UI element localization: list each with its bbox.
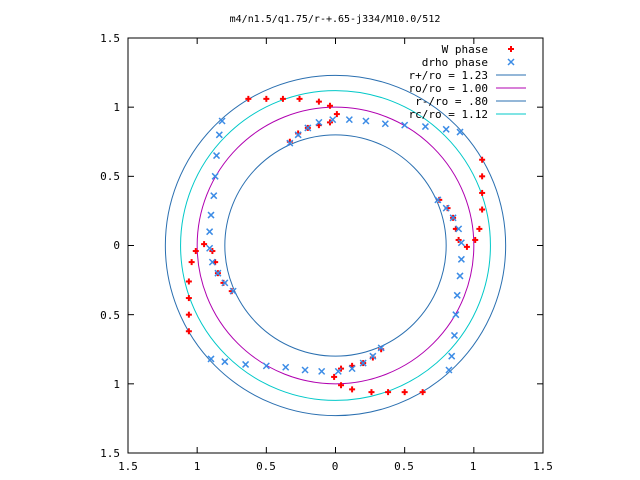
- drho-phase-point: [421, 123, 429, 131]
- drho-phase-point: [442, 204, 450, 212]
- drho-phase-point: [507, 58, 515, 66]
- drho-phase-point: [401, 121, 409, 129]
- y-tick-labels: 1.5 1 0.5 0 0.5 1 1.5: [100, 32, 120, 460]
- radius-circle: [196, 106, 475, 385]
- x-tick-label: 0.5: [256, 460, 276, 473]
- drho-phase-point: [315, 118, 323, 126]
- drho-phase-point: [262, 362, 270, 370]
- drho-phase-point: [221, 279, 229, 287]
- drho-phase-point: [449, 214, 457, 222]
- x-tick-label: 1: [470, 460, 477, 473]
- x-tick-label: 0: [332, 460, 339, 473]
- drho-phase-point: [369, 352, 377, 360]
- drho-phase-point: [286, 139, 294, 147]
- drho-phase-point: [455, 225, 463, 233]
- drho-phase-point: [442, 125, 450, 133]
- phase-markers: [185, 95, 486, 396]
- drho-phase-point: [381, 120, 389, 128]
- drho-phase-point: [208, 258, 216, 266]
- drho-phase-point: [318, 367, 326, 375]
- drho-phase-point: [207, 355, 215, 363]
- x-tick-label: 0.5: [394, 460, 414, 473]
- drho-phase-point: [453, 291, 461, 299]
- legend-label-r-plus: r+/ro = 1.23: [409, 69, 488, 82]
- drho-phase-point: [448, 352, 456, 360]
- drho-phase-point: [294, 131, 302, 139]
- legend: W phase drho phase r+/ro = 1.23 ro/ro = …: [409, 43, 526, 121]
- drho-phase-point: [452, 311, 460, 319]
- radius-circle: [224, 134, 447, 357]
- drho-phase-point: [457, 239, 465, 247]
- drho-phase-point: [213, 152, 221, 160]
- y-tick-label: 0.5: [100, 309, 120, 322]
- drho-phase-point: [301, 366, 309, 374]
- drho-phase-point: [304, 124, 312, 132]
- y-tick-label: 1.5: [100, 447, 120, 460]
- drho-phase-point: [214, 269, 222, 277]
- drho-phase-point: [450, 331, 458, 339]
- drho-phase-series: [206, 116, 465, 375]
- radius-circle: [164, 74, 507, 417]
- drho-phase-point: [215, 131, 223, 139]
- drho-phase-point: [377, 344, 385, 352]
- legend-label-rc: rc/ro = 1.12: [409, 108, 488, 121]
- drho-phase-point: [206, 228, 214, 236]
- x-tick-labels: 1.5 1 0.5 0 0.5 1 1.5: [118, 460, 553, 473]
- drho-phase-point: [362, 117, 370, 125]
- drho-phase-point: [434, 196, 442, 204]
- drho-phase-point: [334, 367, 342, 375]
- drho-phase-point: [445, 366, 453, 374]
- drho-phase-point: [456, 272, 464, 280]
- radius-circles: [164, 74, 507, 417]
- tick-marks: [127, 37, 544, 454]
- legend-label-ro: ro/ro = 1.00: [409, 82, 488, 95]
- legend-swatches: [496, 46, 526, 115]
- drho-phase-point: [221, 358, 229, 366]
- y-tick-label: 0: [113, 239, 120, 252]
- drho-phase-point: [348, 365, 356, 373]
- drho-phase-point: [211, 172, 219, 180]
- chart-title: m4/n1.5/q1.75/r-+.65-j334/M10.0/512: [230, 14, 441, 25]
- legend-label-r-minus: r-/ro = .80: [415, 95, 488, 108]
- drho-phase-point: [210, 192, 218, 200]
- legend-label-drho-phase: drho phase: [422, 56, 488, 69]
- drho-phase-point: [359, 359, 367, 367]
- drho-phase-point: [345, 116, 353, 124]
- drho-phase-point: [329, 116, 337, 124]
- x-tick-label: 1: [194, 460, 201, 473]
- drho-phase-point: [456, 128, 464, 136]
- drho-phase-point: [282, 363, 290, 371]
- y-tick-label: 1.5: [100, 32, 120, 45]
- y-tick-label: 1: [113, 101, 120, 114]
- x-tick-label: 1.5: [533, 460, 553, 473]
- w-phase-series: [185, 95, 486, 396]
- drho-phase-point: [242, 360, 250, 368]
- x-tick-label: 1.5: [118, 460, 138, 473]
- legend-label-w-phase: W phase: [442, 43, 488, 56]
- drho-phase-point: [229, 287, 237, 295]
- drho-phase-point: [206, 244, 214, 252]
- drho-phase-point: [218, 117, 226, 125]
- drho-phase-point: [207, 211, 215, 219]
- y-tick-label: 1: [113, 378, 120, 391]
- radius-circle: [180, 90, 491, 401]
- y-tick-label: 0.5: [100, 170, 120, 183]
- drho-phase-point: [457, 255, 465, 263]
